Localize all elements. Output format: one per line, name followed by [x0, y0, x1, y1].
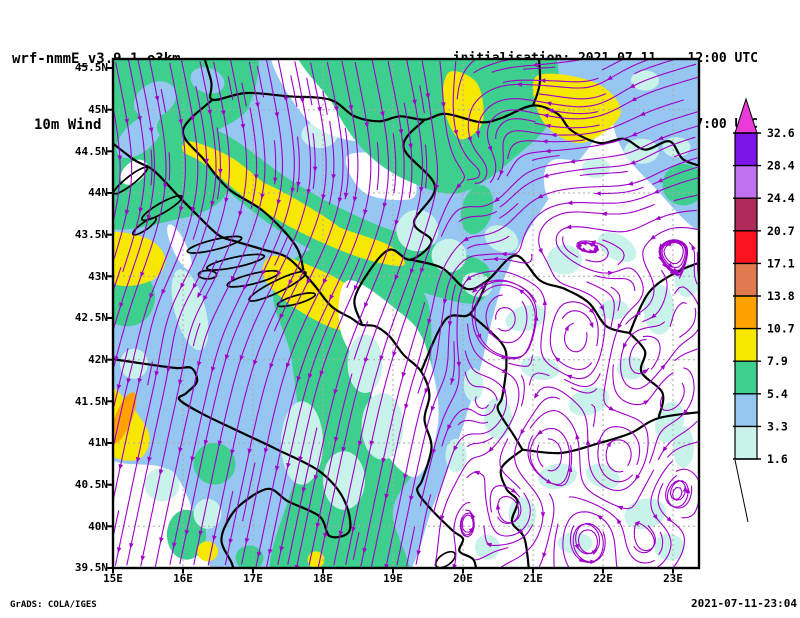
lon-axis-label: 19E [383, 572, 403, 585]
lon-axis-label: 22E [593, 572, 613, 585]
colorbar-tick-label: 3.3 [767, 419, 788, 433]
map-frame [107, 57, 701, 574]
lon-axis-label: 23E [663, 572, 683, 585]
colorbar-tick-label: 32.6 [767, 126, 795, 140]
colorbar-tick-label: 10.7 [767, 322, 795, 336]
colorbar-tick-label: 20.7 [767, 224, 795, 238]
lat-axis-label: 44N [88, 186, 108, 200]
islands [113, 166, 457, 568]
lat-axis-label: 45N [88, 103, 108, 117]
lat-axis-label: 42.5N [74, 311, 108, 325]
lon-axis-label: 21E [523, 572, 543, 585]
lon-axis-label: 18E [313, 572, 333, 585]
lat-axis-label: 39.5N [74, 561, 108, 575]
lat-axis-label: 40.5N [74, 478, 108, 492]
lon-axis-label: 16E [173, 572, 193, 585]
colorbar-canvas: 1.6 3.3 5.4 7.9 10.7 13.8 17.1 20.7 24.4 28.4 32.6 [733, 97, 795, 523]
colorbar-tick-label: 24.4 [767, 191, 795, 205]
lat-axis-label: 43.5N [74, 228, 108, 242]
colorbar-tick-label: 28.4 [767, 159, 795, 173]
creation-timestamp: 2021-07-11-23:04 [691, 597, 797, 610]
lat-axis-label: 41.5N [74, 394, 108, 408]
lat-axis-label: 40N [88, 519, 108, 533]
colorbar-tick-label: 17.1 [767, 256, 795, 270]
colorbar-tick-label: 13.8 [767, 289, 795, 303]
lat-axis-label: 43N [88, 269, 108, 283]
lon-axis-label: 17E [243, 572, 263, 585]
grads-credit: GrADS: COLA/IGES [10, 600, 97, 610]
lat-axis-label: 41N [88, 436, 108, 450]
colorbar-tick-label: 5.4 [767, 387, 788, 401]
wind-streamlines [113, 59, 699, 568]
wind-speed-colorbar: 1.6 3.3 5.4 7.9 10.7 13.8 17.1 20.7 24.4 28.4 32.6 [725, 88, 800, 538]
lat-axis-label: 45.5N [74, 61, 108, 75]
map-canvas [107, 57, 701, 574]
colorbar-tick-label: 1.6 [767, 452, 788, 466]
lat-axis-label: 42N [88, 353, 108, 367]
lon-axis-label: 15E [103, 572, 123, 585]
lat-axis-label: 44.5N [74, 144, 108, 158]
colorbar-tick-label: 7.9 [767, 354, 788, 368]
lon-axis-label: 20E [453, 572, 473, 585]
map-plot [104, 50, 710, 580]
